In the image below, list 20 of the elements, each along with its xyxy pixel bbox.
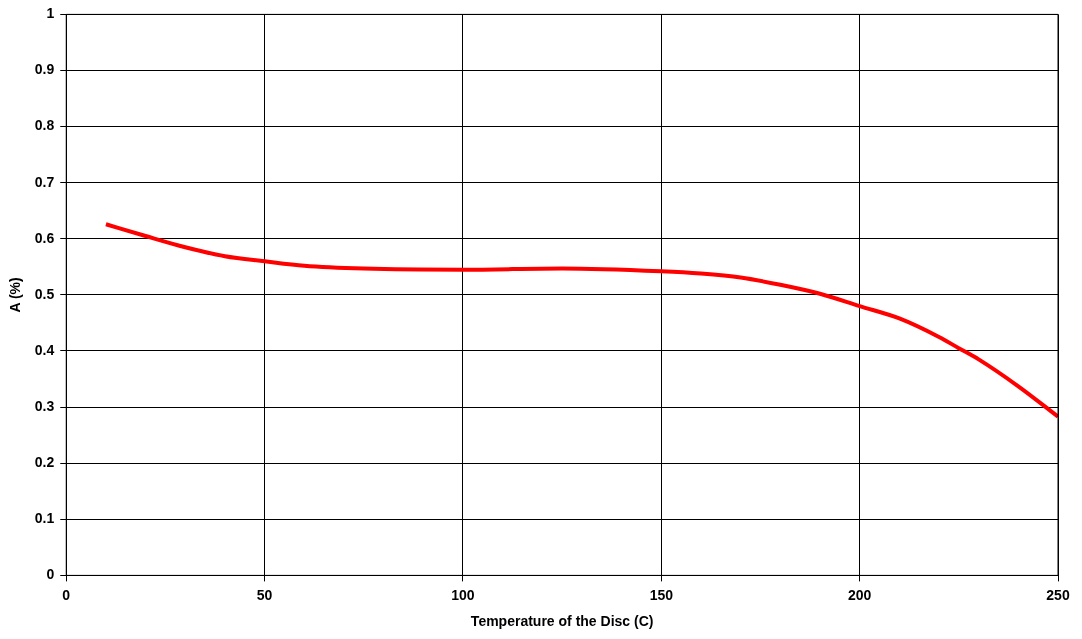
- y-tick-label: 0.9: [34, 61, 55, 78]
- x-tick-label: 100: [451, 586, 475, 603]
- y-tick-label: 0.2: [34, 454, 55, 471]
- y-tick-label: 0.4: [34, 341, 55, 358]
- y-tick-label: 0.5: [34, 285, 55, 302]
- y-tick-label: 1: [46, 5, 55, 22]
- x-tick-label: 150: [649, 586, 674, 603]
- y-tick-label: 0.7: [34, 173, 55, 190]
- x-tick-label: 200: [847, 586, 872, 603]
- x-tick-label: 250: [1046, 586, 1070, 603]
- y-tick-label: 0.6: [34, 229, 55, 246]
- x-axis-title: Temperature of the Disc (C): [470, 613, 654, 630]
- y-tick-label: 0.8: [34, 117, 55, 134]
- x-tick-label: 50: [256, 586, 273, 603]
- y-tick-label: 0.1: [34, 510, 55, 527]
- y-axis-title: A (%): [7, 277, 24, 313]
- y-tick-label: 0.3: [34, 397, 55, 414]
- line-series: [103, 222, 1058, 419]
- x-tick-label: 0: [62, 586, 71, 603]
- y-tick-label: 0: [46, 566, 55, 583]
